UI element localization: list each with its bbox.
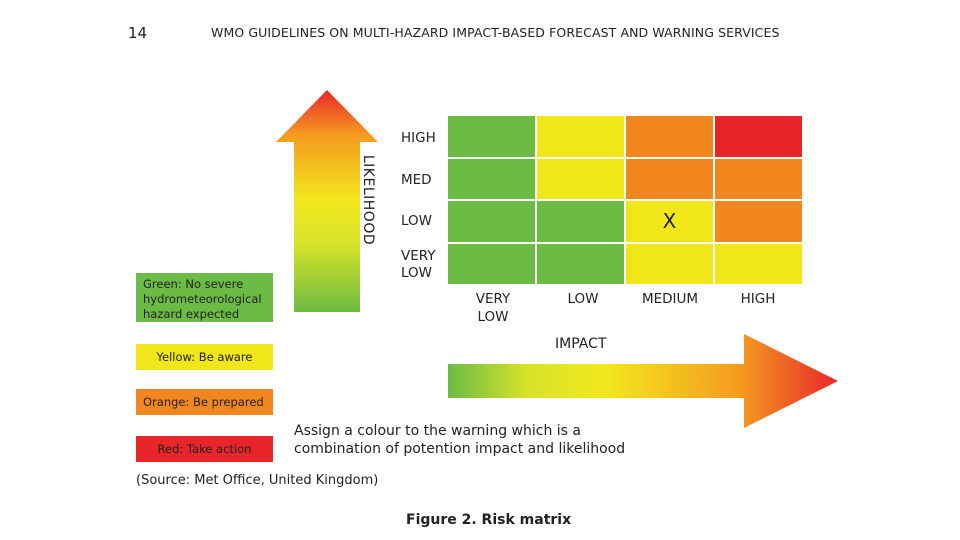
col-label-low: LOW bbox=[567, 291, 599, 307]
risk-matrix: X bbox=[448, 116, 802, 284]
row-label-low: LOW bbox=[401, 213, 433, 229]
matrix-cell bbox=[537, 158, 624, 199]
matrix-cell bbox=[715, 243, 802, 284]
header-title: WMO GUIDELINES ON MULTI-HAZARD IMPACT-BA… bbox=[211, 25, 780, 40]
row-label-med: MED bbox=[401, 172, 432, 188]
matrix-cell bbox=[537, 201, 624, 242]
legend-yellow: Yellow: Be aware bbox=[136, 344, 273, 370]
matrix-cell bbox=[448, 243, 535, 284]
impact-axis-label: IMPACT bbox=[555, 336, 607, 352]
source-text: (Source: Met Office, United Kingdom) bbox=[136, 473, 379, 488]
figure-caption: Figure 2. Risk matrix bbox=[406, 512, 572, 528]
matrix-cell bbox=[537, 243, 624, 284]
legend-green: Green: No severe hydrometeorological haz… bbox=[136, 273, 273, 322]
matrix-cell bbox=[537, 116, 624, 157]
col-label-high: HIGH bbox=[740, 291, 776, 307]
matrix-cell bbox=[715, 158, 802, 199]
legend-red: Red: Take action bbox=[136, 436, 273, 462]
matrix-cell bbox=[448, 201, 535, 242]
legend-orange: Orange: Be prepared bbox=[136, 389, 273, 415]
matrix-cell bbox=[626, 158, 713, 199]
row-label-high: HIGH bbox=[401, 130, 436, 146]
likelihood-axis-label: LIKELIHOOD bbox=[360, 154, 376, 246]
matrix-cell bbox=[715, 116, 802, 157]
col-label-very-low: VERY LOW bbox=[475, 291, 511, 325]
matrix-cell bbox=[626, 116, 713, 157]
likelihood-arrow bbox=[276, 90, 378, 312]
impact-arrow bbox=[448, 334, 838, 428]
matrix-cell bbox=[448, 116, 535, 157]
matrix-cell bbox=[626, 243, 713, 284]
matrix-cell bbox=[715, 201, 802, 242]
risk-marker: X bbox=[662, 209, 677, 234]
instruction-text: Assign a colour to the warning which is … bbox=[294, 423, 626, 457]
row-label-very-low: VERY LOW bbox=[401, 248, 436, 281]
matrix-cell-marked: X bbox=[626, 201, 713, 242]
page-number: 14 bbox=[128, 24, 148, 42]
col-label-medium: MEDIUM bbox=[641, 291, 699, 307]
matrix-cell bbox=[448, 158, 535, 199]
